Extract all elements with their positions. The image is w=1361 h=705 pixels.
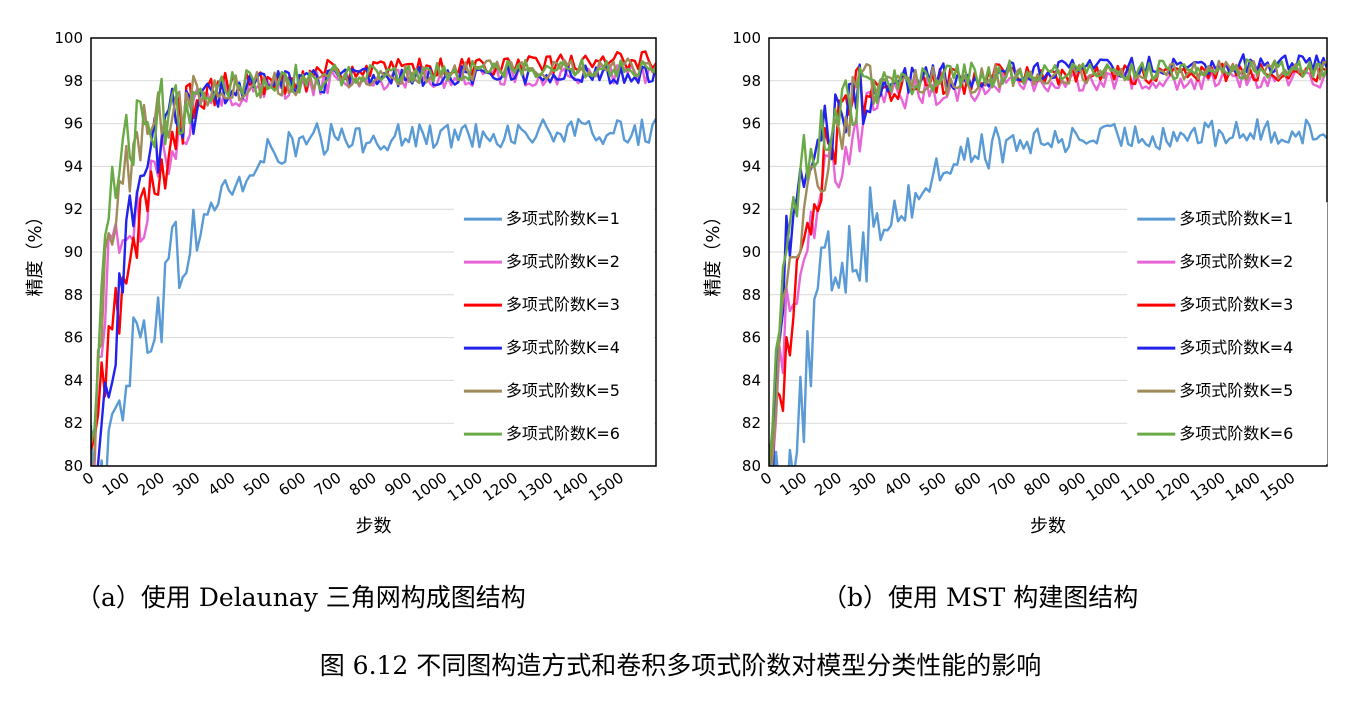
y-tick-label: 96 — [64, 115, 83, 133]
y-tick-label: 86 — [64, 329, 83, 347]
legend-label: 多项式阶数K=2 — [1179, 252, 1293, 271]
subcaption-b: （b）使用 MST 构建图结构 — [822, 583, 1139, 612]
y-tick-label: 92 — [64, 200, 83, 218]
series-line-1 — [91, 117, 656, 466]
x-tick-label: 900 — [381, 469, 415, 500]
x-tick-label: 800 — [1021, 469, 1055, 500]
y-tick-label: 80 — [742, 457, 761, 475]
legend-label: 多项式阶数K=3 — [506, 295, 620, 314]
subcaption-a: （a）使用 Delaunay 三角网构成图结构 — [76, 583, 526, 612]
y-tick-label: 90 — [64, 243, 83, 261]
x-tick-label: 1500 — [585, 469, 627, 506]
series-line-6 — [769, 58, 1327, 466]
y-tick-label: 98 — [742, 72, 761, 90]
x-tick-label: 700 — [311, 469, 345, 500]
y-tick-label: 88 — [742, 286, 761, 304]
series-line-6 — [91, 58, 656, 444]
series-line-2 — [771, 68, 1327, 466]
legend-label: 多项式阶数K=6 — [1179, 424, 1293, 443]
figure-caption: 图 6.12 不同图构造方式和卷积多项式阶数对模型分类性能的影响 — [319, 651, 1042, 680]
x-tick-label: 1000 — [1082, 469, 1124, 506]
x-tick-label: 600 — [275, 469, 309, 500]
x-tick-label: 700 — [986, 469, 1020, 500]
x-tick-label: 300 — [169, 469, 203, 500]
x-tick-label: 1300 — [515, 469, 557, 506]
plot-frame — [90, 37, 657, 467]
x-tick-label: 400 — [881, 469, 915, 500]
y-tick-label: 88 — [64, 286, 83, 304]
legend-box — [453, 202, 654, 465]
y-tick-label: 94 — [64, 157, 83, 175]
series-group — [769, 53, 1327, 466]
x-tick-label: 1300 — [1187, 469, 1229, 506]
y-tick-label: 84 — [742, 371, 761, 389]
legend-label: 多项式阶数K=1 — [506, 209, 620, 228]
x-tick-label: 1100 — [444, 469, 486, 506]
x-tick-label: 1000 — [409, 469, 451, 506]
series-group — [91, 50, 656, 466]
y-axis-label: 精度（%） — [703, 207, 724, 296]
x-tick-label: 200 — [134, 469, 168, 500]
y-tick-label: 96 — [742, 115, 761, 133]
legend-label: 多项式阶数K=3 — [1179, 295, 1293, 314]
legend-label: 多项式阶数K=5 — [506, 381, 620, 400]
y-axis-label: 精度（%） — [25, 207, 46, 296]
legend-label: 多项式阶数K=4 — [1179, 338, 1293, 357]
y-tick-label: 86 — [742, 329, 761, 347]
y-tick-label: 82 — [742, 414, 761, 432]
x-tick-label: 200 — [811, 469, 845, 500]
x-tick-label: 500 — [240, 469, 274, 500]
y-tick-label: 90 — [742, 243, 761, 261]
legend-label: 多项式阶数K=2 — [506, 252, 620, 271]
y-tick-label: 82 — [64, 414, 83, 432]
x-tick-label: 1400 — [550, 469, 592, 506]
x-tick-label: 500 — [916, 469, 950, 500]
x-tick-label: 600 — [951, 469, 985, 500]
y-tick-label: 100 — [732, 29, 761, 47]
legend-label: 多项式阶数K=5 — [1179, 381, 1293, 400]
x-tick-label: 1400 — [1222, 469, 1264, 506]
series-line-1 — [769, 118, 1327, 466]
y-tick-label: 94 — [742, 157, 761, 175]
x-tick-label: 900 — [1055, 469, 1089, 500]
x-tick-label: 0 — [757, 469, 775, 489]
y-tick-label: 98 — [64, 72, 83, 90]
x-tick-label: 1100 — [1117, 469, 1159, 506]
x-tick-label: 800 — [346, 469, 380, 500]
x-tick-label: 400 — [205, 469, 239, 500]
legend-label: 多项式阶数K=1 — [1179, 209, 1293, 228]
y-tick-label: 84 — [64, 371, 83, 389]
y-tick-label: 80 — [64, 457, 83, 475]
y-tick-label: 92 — [742, 200, 761, 218]
legend-label: 多项式阶数K=4 — [506, 338, 620, 357]
legend-label: 多项式阶数K=6 — [506, 424, 620, 443]
x-axis-label: 步数 — [1030, 516, 1066, 537]
y-tick-label: 100 — [54, 29, 83, 47]
x-axis-label: 步数 — [356, 516, 392, 537]
x-tick-label: 1200 — [1152, 469, 1194, 506]
x-tick-label: 1500 — [1257, 469, 1299, 506]
x-tick-label: 100 — [99, 469, 133, 500]
x-tick-label: 0 — [79, 469, 97, 489]
legend-box — [1127, 202, 1328, 465]
series-line-2 — [93, 63, 656, 466]
x-tick-label: 300 — [846, 469, 880, 500]
x-tick-label: 100 — [776, 469, 810, 500]
x-tick-label: 1200 — [479, 469, 521, 506]
